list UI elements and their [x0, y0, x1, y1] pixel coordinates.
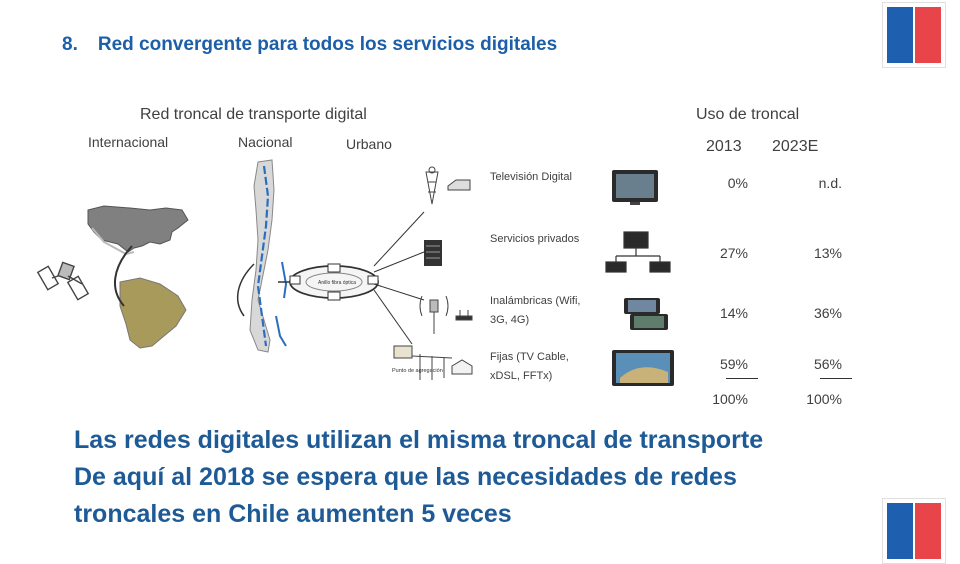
flag-blue-stripe — [887, 7, 913, 63]
aggregation-label: Punto de agregación — [392, 368, 443, 374]
private-network-icon — [605, 231, 671, 273]
television-icon — [612, 170, 658, 205]
slide-number: 8. — [62, 34, 78, 55]
value-tv-2023: n.d. — [818, 175, 842, 191]
slide-title: 8. Red convergente para todos los servici… — [62, 34, 557, 56]
network-diagram: Anillo fibra óptica Punto de agregación — [36, 159, 674, 386]
sum-rule-2023 — [820, 378, 852, 379]
level-urban: Urbano — [346, 136, 392, 152]
usa-map-icon — [87, 205, 189, 253]
fiber-ring-label: Anillo fibra óptica — [318, 280, 356, 286]
conclusion: Las redes digitales utilizan el misma tr… — [74, 422, 763, 533]
south-america-map-icon — [119, 277, 187, 349]
conclusion-line-1: Las redes digitales utilizan el misma tr… — [74, 426, 764, 454]
flag-red-stripe — [915, 7, 941, 63]
value-fixed-2013: 59% — [719, 356, 748, 372]
value-private-2013: 27% — [719, 245, 748, 261]
link-wireless — [373, 283, 425, 301]
link-fixed — [373, 289, 413, 345]
backbone-header: Red troncal de transporte digital — [140, 106, 367, 123]
slide-title-text: Red convergente para todos los servicios… — [97, 34, 558, 55]
value-wireless-2023: 36% — [813, 305, 842, 321]
broadcast-tower-icon — [425, 166, 471, 205]
flag-top-right — [882, 2, 946, 68]
service-label-tv: Televisión Digital — [490, 171, 572, 183]
sum-rule-2013 — [726, 378, 758, 379]
service-label-private: Servicios privados — [490, 233, 580, 245]
link-private — [373, 251, 425, 273]
year-2023e: 2023E — [772, 138, 819, 155]
year-2013: 2013 — [706, 138, 742, 155]
conclusion-line-3: troncales en Chile aumenten 5 veces — [74, 500, 512, 528]
conclusion-line-2: De aquí al 2018 se espera que las necesi… — [74, 463, 737, 491]
flat-screen-tv-icon — [612, 350, 674, 386]
service-label-wireless: Inalámbricas (Wifi, 3G, 4G) — [490, 295, 581, 326]
usage-header: Uso de troncal — [696, 106, 800, 123]
total-2023: 100% — [806, 391, 842, 407]
international-link — [113, 245, 133, 307]
value-tv-2013: 0% — [727, 175, 748, 191]
value-private-2023: 13% — [813, 245, 842, 261]
link-tv — [373, 211, 425, 267]
server-icon — [424, 240, 442, 266]
level-international: Internacional — [88, 134, 169, 150]
value-fixed-2023: 56% — [813, 356, 842, 372]
aggregation-point-icon — [393, 345, 473, 380]
value-wireless-2013: 14% — [719, 305, 748, 321]
service-label-fixed: Fijas (TV Cable, xDSL, FFTx) — [490, 351, 569, 382]
national-link — [236, 263, 255, 317]
total-2013: 100% — [712, 391, 748, 407]
mobile-devices-icon — [624, 298, 668, 330]
satellite-icon — [36, 261, 90, 301]
level-national: Nacional — [238, 134, 293, 150]
wireless-tower-icon — [419, 295, 473, 334]
